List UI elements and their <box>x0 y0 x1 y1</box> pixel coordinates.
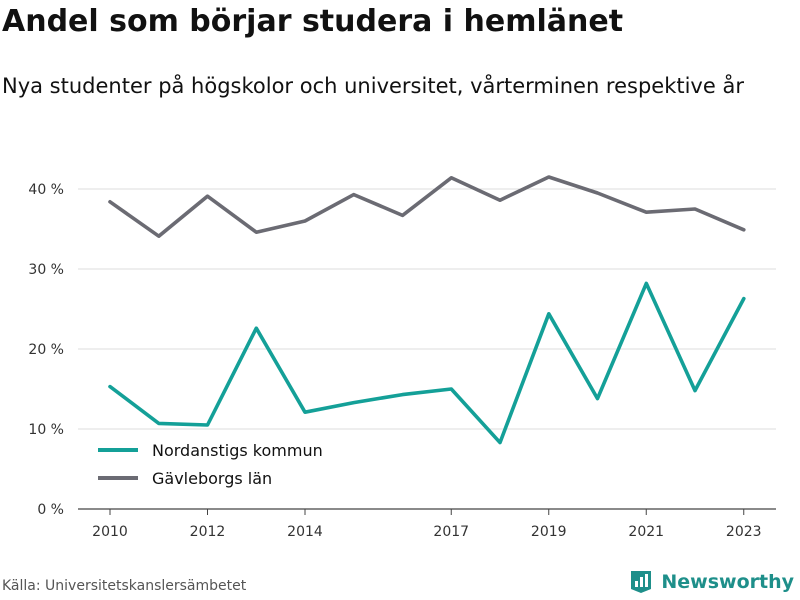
chart-title: Andel som börjar studera i hemlänet <box>2 4 624 39</box>
x-tick-label: 2021 <box>628 524 664 540</box>
legend-label: Gävleborgs län <box>152 469 272 488</box>
x-tick-label: 2014 <box>287 524 323 540</box>
source-note: Källa: Universitetskanslersämbetet <box>2 578 247 594</box>
y-tick-label: 30 % <box>28 262 64 278</box>
x-tick-label: 2023 <box>726 524 762 540</box>
x-axis: 2010 2012 2014 2017 2019 2021 2023 <box>92 509 762 540</box>
x-tick-label: 2019 <box>531 524 567 540</box>
y-tick-label: 10 % <box>28 422 64 438</box>
brand-name: Newsworthy <box>661 571 794 593</box>
legend: Nordanstigs kommun Gävleborgs län <box>98 441 323 488</box>
x-tick-label: 2017 <box>433 524 469 540</box>
legend-label: Nordanstigs kommun <box>152 441 323 460</box>
series-line-nordanstigs-kommun <box>108 281 746 445</box>
y-tick-label: 40 % <box>28 182 64 198</box>
chart-subtitle: Nya studenter på högskolor och universit… <box>2 74 744 98</box>
grid-lines <box>78 188 776 510</box>
x-tick-label: 2010 <box>92 524 128 540</box>
x-tick-label: 2012 <box>190 524 226 540</box>
bar-chart-icon <box>631 571 652 593</box>
brand-logo: Newsworthy <box>629 569 794 595</box>
y-tick-label: 0 % <box>37 502 64 518</box>
y-axis-ticks: 0 % 10 % 20 % 30 % 40 % <box>28 182 64 518</box>
series-line-g-vleborgs-l-n <box>108 175 746 238</box>
series-lines <box>108 175 746 445</box>
y-tick-label: 20 % <box>28 342 64 358</box>
